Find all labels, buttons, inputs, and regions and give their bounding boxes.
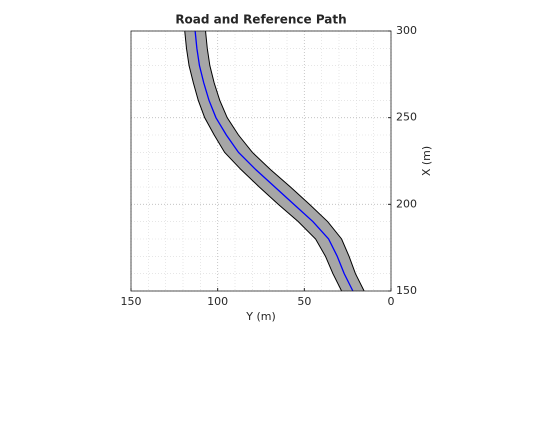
road-surface: [184, 31, 365, 291]
road-edge: [205, 30, 365, 292]
reference-path: [194, 30, 354, 292]
x-axis-label: Y (m): [245, 310, 276, 323]
x-tick-label: 100: [207, 295, 228, 308]
y-axis-label: X (m): [420, 146, 433, 176]
x-tick-label: 0: [388, 295, 395, 308]
y-tick-label: 150: [396, 284, 417, 297]
y-tick-label: 250: [396, 111, 417, 124]
chart-title: Road and Reference Path: [175, 13, 346, 27]
y-tick-label: 200: [396, 197, 417, 210]
road-edge: [184, 30, 343, 292]
x-tick-label: 150: [121, 295, 142, 308]
axes-box: [130, 30, 392, 292]
y-tick-label: 300: [396, 24, 417, 37]
x-tick-label: 50: [297, 295, 311, 308]
